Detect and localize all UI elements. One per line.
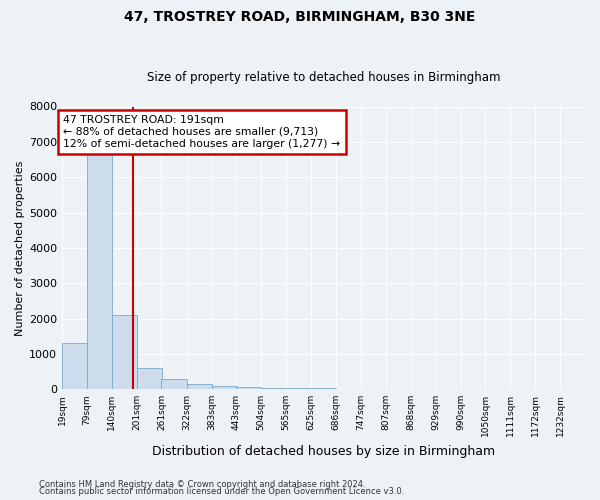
Bar [137, 368, 162, 389]
Title: Size of property relative to detached houses in Birmingham: Size of property relative to detached ho… [147, 72, 500, 85]
Bar [62, 343, 87, 389]
Text: Contains public sector information licensed under the Open Government Licence v3: Contains public sector information licen… [39, 487, 404, 496]
Bar [87, 152, 112, 389]
Bar [236, 388, 261, 389]
Bar [212, 386, 236, 389]
Bar [286, 388, 311, 389]
X-axis label: Distribution of detached houses by size in Birmingham: Distribution of detached houses by size … [152, 444, 495, 458]
Text: Contains HM Land Registry data © Crown copyright and database right 2024.: Contains HM Land Registry data © Crown c… [39, 480, 365, 489]
Y-axis label: Number of detached properties: Number of detached properties [15, 160, 25, 336]
Bar [112, 315, 137, 389]
Text: 47, TROSTREY ROAD, BIRMINGHAM, B30 3NE: 47, TROSTREY ROAD, BIRMINGHAM, B30 3NE [124, 10, 476, 24]
Bar [261, 388, 286, 389]
Bar [311, 388, 336, 389]
Text: 47 TROSTREY ROAD: 191sqm
← 88% of detached houses are smaller (9,713)
12% of sem: 47 TROSTREY ROAD: 191sqm ← 88% of detach… [63, 116, 340, 148]
Bar [161, 379, 187, 389]
Bar [187, 384, 212, 389]
